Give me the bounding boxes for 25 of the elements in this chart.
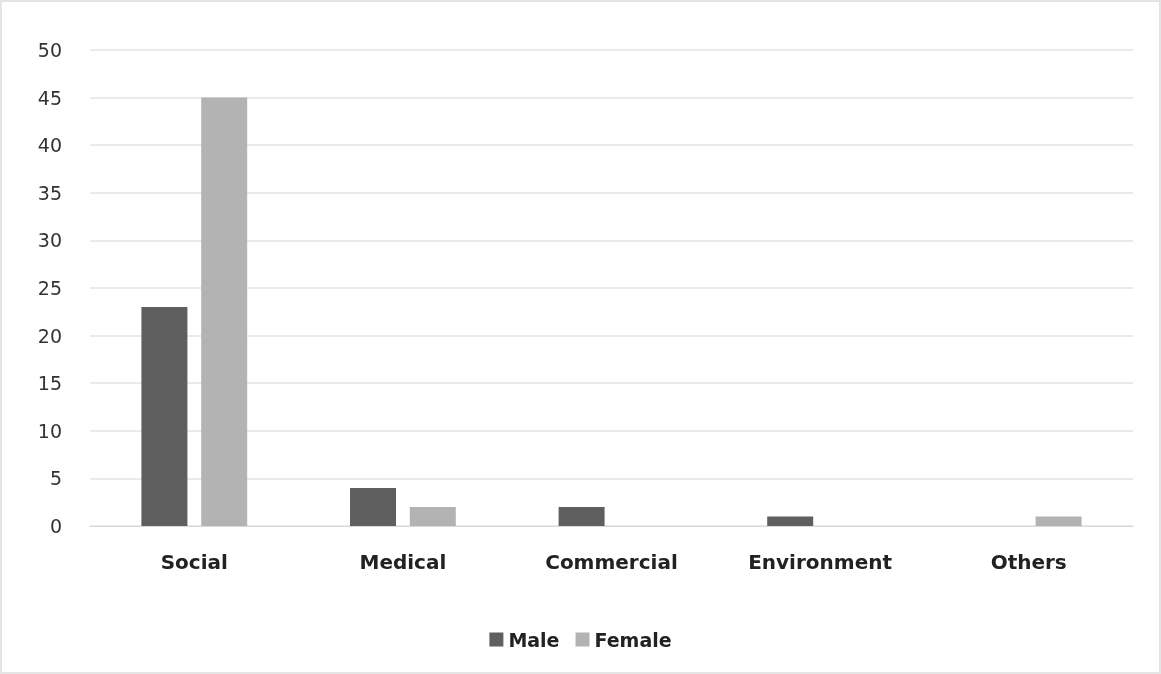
- legend-label: Male: [508, 628, 560, 651]
- bar: [350, 487, 396, 526]
- legend-label: Female: [594, 628, 672, 651]
- x-tick-label: Commercial: [545, 550, 678, 574]
- y-tick-label: 50: [37, 39, 62, 61]
- x-tick-label: Medical: [359, 550, 447, 574]
- y-tick-label: 20: [37, 324, 62, 347]
- x-tick-label: Environment: [748, 550, 893, 574]
- y-tick-label: 40: [37, 134, 62, 157]
- y-tick-label: 15: [37, 372, 62, 395]
- bar: [409, 506, 456, 526]
- bar: [141, 307, 188, 526]
- y-tick-label: 5: [49, 467, 62, 490]
- bar: [767, 516, 814, 526]
- y-tick-label: 25: [37, 277, 62, 299]
- y-tick-label: 30: [37, 229, 62, 252]
- bar: [558, 506, 605, 526]
- y-tick-label: 35: [37, 181, 62, 204]
- bar: [201, 97, 248, 526]
- y-tick-label: 0: [49, 515, 62, 537]
- x-tick-label: Others: [990, 550, 1067, 574]
- y-tick-label: 10: [37, 419, 62, 442]
- y-tick-label: 45: [37, 86, 62, 109]
- bar: [1035, 516, 1082, 526]
- x-tick-label: Social: [160, 550, 228, 574]
